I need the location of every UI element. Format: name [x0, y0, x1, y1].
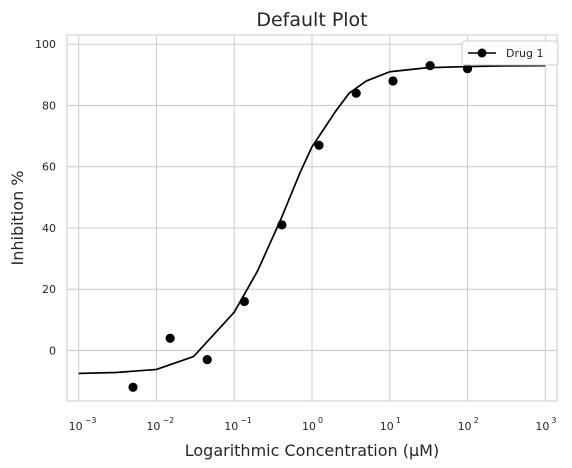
legend-label-drug-1: Drug 1: [506, 47, 543, 60]
data-point: [388, 76, 398, 86]
x-tick-label: 10: [146, 420, 160, 433]
data-point: [277, 220, 287, 230]
data-point: [351, 88, 361, 98]
chart-title: Default Plot: [256, 9, 367, 31]
y-axis-label: Inhibition %: [8, 171, 27, 266]
plot-frame: [66, 34, 558, 402]
data-point: [165, 333, 175, 343]
data-point: [239, 296, 249, 307]
legend-box: [461, 40, 559, 66]
legend-marker-drug-1: [477, 48, 487, 58]
x-tick-label: 10: [302, 420, 316, 433]
data-point: [425, 61, 435, 71]
y-tick-label: 20: [42, 283, 56, 296]
data-point: [202, 355, 212, 365]
data-points-layer: [128, 61, 473, 392]
fit-curve-layer: [78, 64, 546, 375]
x-tick-labels: 10 −3 10 −2 10 −1 10 0 10 1 10 2 10 3: [69, 416, 557, 433]
x-tick-exponent: −1: [240, 416, 252, 425]
x-tick-exponent: 0: [318, 416, 323, 425]
x-tick-exponent: −2: [162, 416, 174, 425]
x-tick-exponent: −3: [85, 416, 97, 425]
x-axis-label: Logarithmic Concentration (μM): [185, 441, 439, 460]
y-tick-label: 0: [49, 344, 56, 357]
fit-curve: [78, 64, 546, 375]
x-tick-label: 10: [535, 420, 549, 433]
data-point: [128, 382, 138, 392]
data-point: [462, 64, 473, 74]
y-tick-labels: 0 20 40 60 80 100: [35, 38, 56, 357]
data-point: [314, 140, 324, 150]
x-tick-label: 10: [380, 420, 394, 433]
x-tick-exponent: 2: [474, 416, 479, 425]
y-tick-label: 80: [42, 99, 56, 112]
x-tick-label: 10: [224, 420, 238, 433]
x-tick-exponent: 1: [396, 416, 401, 425]
legend: Drug 1: [461, 40, 559, 66]
x-tick-exponent: 3: [551, 416, 556, 425]
x-tick-label: 10: [69, 420, 83, 433]
grid: [67, 35, 557, 401]
y-tick-label: 100: [35, 38, 56, 51]
x-tick-label: 10: [458, 420, 472, 433]
y-tick-label: 60: [42, 161, 56, 174]
y-tick-label: 40: [42, 222, 56, 235]
